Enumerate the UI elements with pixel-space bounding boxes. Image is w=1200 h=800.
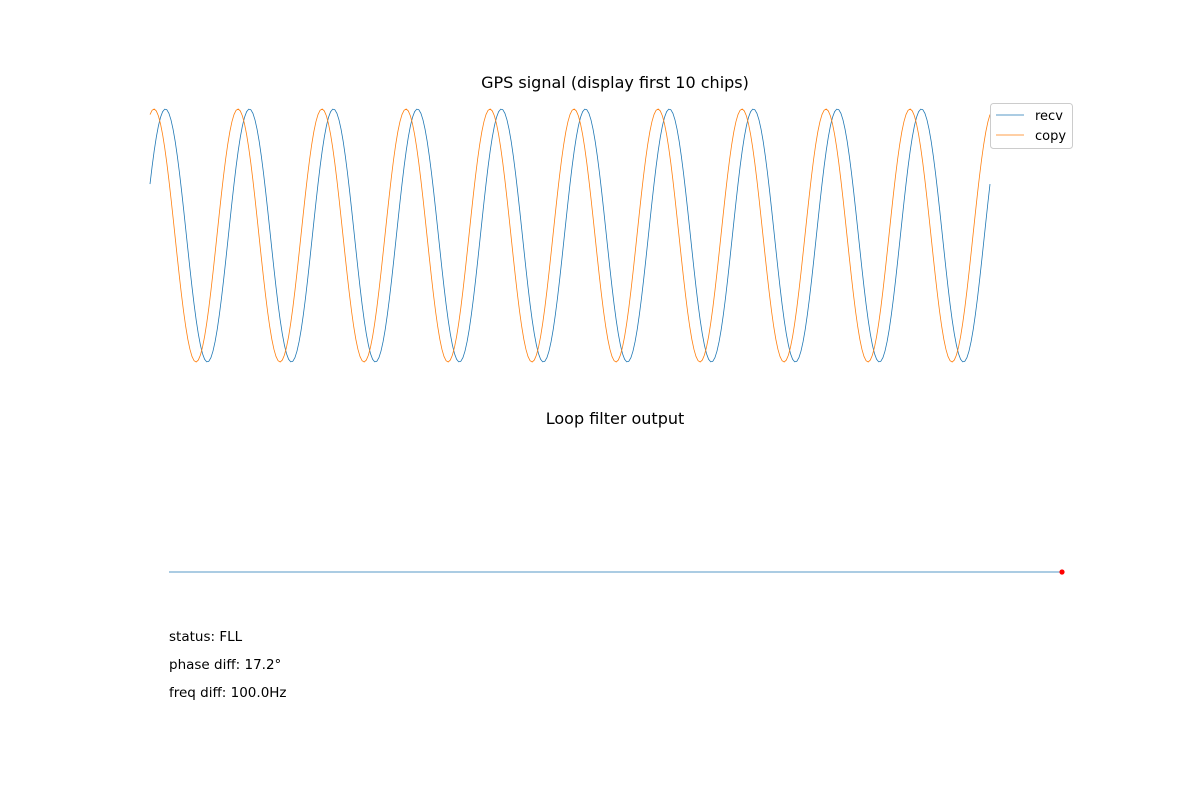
series-line-recv bbox=[149, 108, 991, 363]
status-mode: status: FLL bbox=[169, 629, 243, 645]
status-freq-diff: freq diff: 100.0Hz bbox=[169, 685, 287, 701]
loop-filter-chart: Loop filter output bbox=[169, 409, 1065, 575]
status-phase-diff: phase diff: 17.2° bbox=[169, 657, 282, 673]
gps-chart-title: GPS signal (display first 10 chips) bbox=[481, 73, 749, 92]
gps-signal-chart: GPS signal (display first 10 chips) recv… bbox=[149, 73, 1073, 363]
legend-label-recv: recv bbox=[1035, 109, 1063, 124]
loop-filter-title: Loop filter output bbox=[546, 409, 685, 428]
loop-filter-current-point bbox=[1059, 569, 1065, 575]
gps-legend: recv copy bbox=[990, 103, 1073, 149]
loop-filter-series bbox=[169, 569, 1065, 575]
gps-series-lines bbox=[149, 108, 991, 363]
series-line-copy bbox=[149, 108, 991, 363]
legend-label-copy: copy bbox=[1035, 129, 1066, 144]
